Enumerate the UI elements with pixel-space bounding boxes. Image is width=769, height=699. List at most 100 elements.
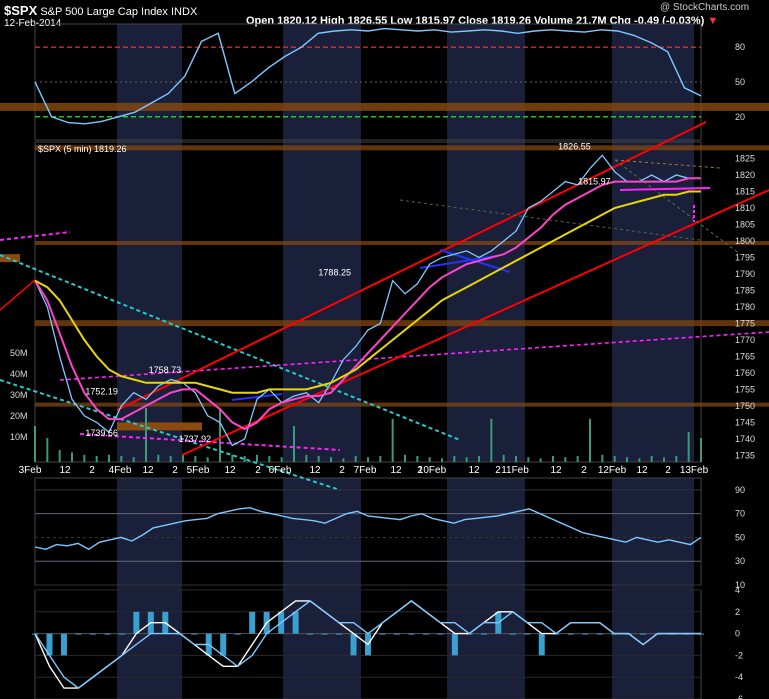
price-tick-label: 1780 bbox=[735, 302, 755, 312]
channel-lower bbox=[181, 189, 769, 456]
price-annotation: 1739.66 bbox=[85, 428, 118, 438]
x-tick-label: 2 bbox=[495, 465, 501, 476]
volume-bar bbox=[305, 454, 308, 462]
index-name: S&P 500 Large Cap Index bbox=[40, 6, 168, 18]
series-price bbox=[34, 154, 701, 447]
price-panel-label: $SPX (5 min) 1819.26 bbox=[38, 144, 127, 154]
volume-bar bbox=[95, 456, 98, 462]
volume-bar bbox=[379, 456, 382, 462]
macd-hist-bar bbox=[408, 633, 415, 635]
volume-bar bbox=[601, 454, 604, 462]
volume-bar bbox=[589, 418, 591, 462]
fan-line bbox=[614, 159, 741, 255]
x-tick-label: 2 bbox=[417, 465, 423, 476]
volume-tick-label: 40M bbox=[10, 369, 28, 379]
price-tick-label: 1825 bbox=[735, 153, 755, 163]
volume-bar bbox=[502, 454, 505, 462]
support-band bbox=[35, 145, 769, 151]
price-annotation: 1737.92 bbox=[179, 434, 212, 444]
macd-hist-bar bbox=[46, 633, 53, 656]
price-annotation: 1788.25 bbox=[318, 268, 351, 278]
macd-hist-bar bbox=[379, 633, 386, 635]
volume-bar bbox=[194, 456, 197, 462]
price-tick-label: 1740 bbox=[735, 434, 755, 444]
macd-hist-bar bbox=[133, 611, 140, 634]
price-tick-label: 1800 bbox=[735, 236, 755, 246]
macd-hist-bar bbox=[321, 633, 328, 635]
volume-bar bbox=[416, 456, 419, 462]
magenta-trendline bbox=[0, 231, 71, 241]
macd-hist-bar bbox=[509, 633, 516, 635]
price-tick-label: 1775 bbox=[735, 318, 755, 328]
price-tick-label: 1795 bbox=[735, 252, 755, 262]
x-tick-label: 12 bbox=[309, 465, 321, 476]
price-tick-label: 1820 bbox=[735, 170, 755, 180]
price-tick-label: 1785 bbox=[735, 285, 755, 295]
x-tick-label: 12 bbox=[59, 465, 71, 476]
x-tick-label: 12Feb bbox=[598, 465, 627, 476]
volume-bar bbox=[108, 454, 110, 462]
x-tick-label: 4Feb bbox=[109, 465, 132, 476]
volume-bar bbox=[650, 456, 653, 462]
macd-tick-label: 4 bbox=[735, 585, 740, 595]
volume-bar bbox=[564, 457, 567, 462]
macd-hist-bar bbox=[75, 633, 82, 635]
magenta-level bbox=[619, 187, 711, 191]
series-ma_slow bbox=[34, 190, 701, 394]
macd-hist-bar bbox=[596, 633, 603, 635]
macd-tick-label: -4 bbox=[735, 672, 743, 682]
volume-bar bbox=[169, 456, 172, 462]
price-tick-label: 1755 bbox=[735, 384, 755, 394]
price-tick-label: 1810 bbox=[735, 203, 755, 213]
cyan-trendline bbox=[0, 254, 461, 441]
price-tick-label: 1745 bbox=[735, 417, 755, 427]
volume-bar bbox=[206, 457, 209, 462]
cyan-trendline bbox=[0, 379, 341, 491]
x-tick-label: 12 bbox=[550, 465, 562, 476]
x-tick-label: 2 bbox=[255, 465, 261, 476]
macd-hist-bar bbox=[437, 633, 444, 635]
night-band bbox=[117, 478, 182, 699]
macd-hist-bar bbox=[89, 633, 96, 635]
macd-hist-bar bbox=[480, 633, 487, 635]
macd-hist-bar bbox=[524, 633, 531, 635]
macd-hist-bar bbox=[538, 633, 545, 656]
volume-bar bbox=[675, 456, 678, 462]
rsi-tick-label: 20 bbox=[735, 112, 745, 122]
volume-bar bbox=[83, 454, 86, 462]
blue-trendline bbox=[231, 393, 283, 401]
volume-bar bbox=[638, 458, 641, 462]
volume-bar bbox=[663, 457, 665, 462]
macd-hist-bar bbox=[393, 633, 400, 635]
macd-hist-bar bbox=[292, 611, 299, 634]
support-band bbox=[35, 402, 769, 407]
support-band bbox=[35, 320, 769, 327]
volume-bar bbox=[465, 457, 468, 462]
volume-bar bbox=[317, 456, 320, 462]
volume-bar bbox=[132, 457, 135, 462]
chart-title: $SPX S&P 500 Large Cap Index INDX bbox=[4, 3, 197, 18]
volume-bar bbox=[354, 456, 357, 462]
volume-bar bbox=[342, 458, 345, 462]
macd-hist-bar bbox=[249, 611, 256, 634]
volume-bar bbox=[613, 456, 616, 462]
volume-bar bbox=[626, 457, 628, 462]
volume-bar bbox=[527, 457, 530, 462]
rsi2-tick-label: 90 bbox=[735, 485, 745, 495]
macd-hist-bar bbox=[234, 633, 241, 635]
x-tick-label: 11Feb bbox=[501, 465, 529, 476]
x-tick-label: 10Feb bbox=[418, 465, 447, 476]
support-band bbox=[117, 422, 202, 431]
x-tick-label: 2 bbox=[172, 465, 178, 476]
x-tick-label: 12 bbox=[142, 465, 154, 476]
support-band bbox=[35, 240, 769, 245]
macd-hist-bar bbox=[60, 633, 67, 656]
channel-upper bbox=[116, 121, 707, 411]
macd-hist-bar bbox=[582, 633, 589, 635]
x-tick-label: 12 bbox=[390, 465, 402, 476]
volume-tick-label: 30M bbox=[10, 390, 28, 400]
night-band bbox=[283, 478, 361, 699]
rsi-tick-label: 50 bbox=[735, 77, 745, 87]
magenta-trendline bbox=[79, 433, 341, 451]
